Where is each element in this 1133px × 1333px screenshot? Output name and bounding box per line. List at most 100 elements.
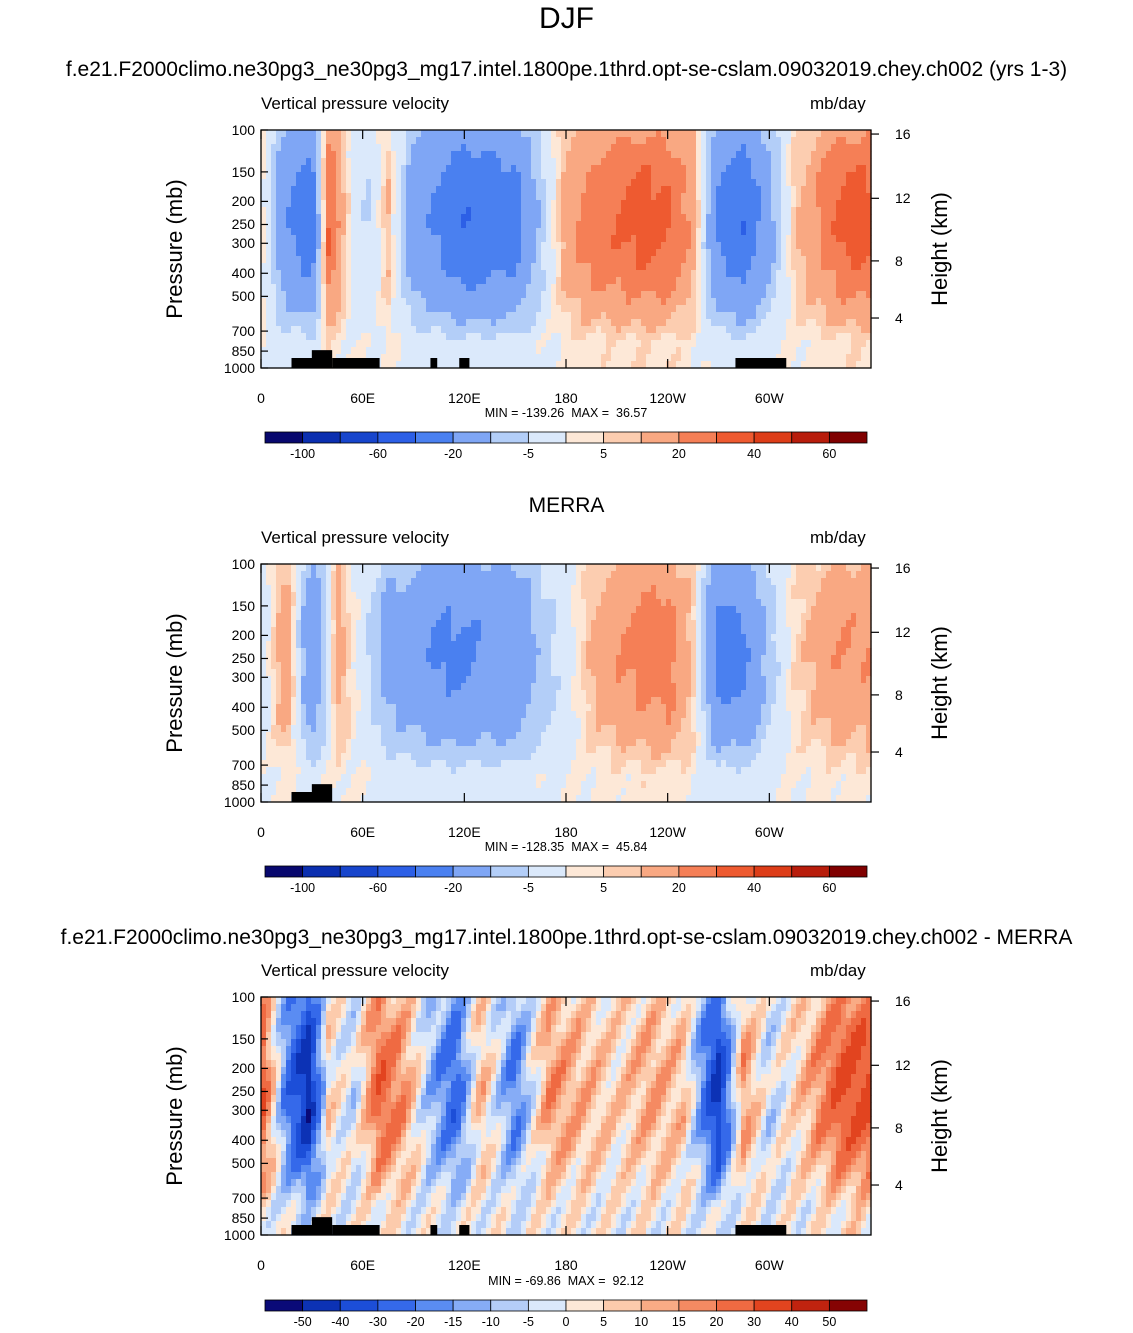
heatmap-cell — [751, 151, 757, 159]
heatmap-cell — [381, 158, 387, 166]
heatmap-cell — [851, 193, 857, 201]
heatmap-cell — [636, 312, 642, 320]
heatmap-cell — [271, 333, 277, 341]
heatmap-cell — [826, 277, 832, 285]
heatmap-cell — [351, 263, 357, 271]
heatmap-cell — [431, 585, 437, 593]
heatmap-cell — [771, 592, 777, 600]
heatmap-cell — [501, 256, 507, 264]
heatmap-cell — [606, 312, 612, 320]
heatmap-cell — [411, 319, 417, 327]
heatmap-cell — [576, 319, 582, 327]
heatmap-cell — [571, 319, 577, 327]
heatmap-cell — [446, 235, 452, 243]
heatmap-cell — [411, 144, 417, 152]
heatmap-cell — [526, 326, 532, 334]
heatmap-cell — [766, 144, 772, 152]
heatmap-cell — [756, 242, 762, 250]
heatmap-cell — [831, 270, 837, 278]
heatmap-cell — [496, 165, 502, 173]
heatmap-cell — [746, 242, 752, 250]
heatmap-cell — [471, 571, 477, 579]
heatmap-cell — [526, 193, 532, 201]
heatmap-cell — [546, 333, 552, 341]
heatmap-cell — [771, 564, 777, 572]
heatmap-cell — [691, 571, 697, 579]
heatmap-cell — [506, 340, 512, 348]
heatmap-cell — [546, 207, 552, 215]
heatmap-cell — [611, 144, 617, 152]
heatmap-cell — [606, 347, 612, 355]
heatmap-cell — [601, 137, 607, 145]
heatmap-cell — [661, 137, 667, 145]
heatmap-cell — [731, 158, 737, 166]
heatmap-cell — [741, 270, 747, 278]
heatmap-cell — [696, 312, 702, 320]
colorbar-swatch — [302, 431, 341, 444]
heatmap-cell — [521, 214, 527, 222]
heatmap-cell — [596, 270, 602, 278]
heatmap-cell — [306, 207, 312, 215]
heatmap-cell — [356, 242, 362, 250]
heatmap-cell — [611, 235, 617, 243]
heatmap-cell — [366, 319, 372, 327]
heatmap-cell — [476, 144, 482, 152]
heatmap-cell — [596, 284, 602, 292]
heatmap-cell — [621, 228, 627, 236]
heatmap-cell — [501, 585, 507, 593]
heatmap-cell — [686, 298, 692, 306]
heatmap-cell — [626, 592, 632, 600]
heatmap-cell — [636, 263, 642, 271]
heatmap-cell — [771, 333, 777, 341]
heatmap-cell — [351, 571, 357, 579]
heatmap-cell — [326, 172, 332, 180]
heatmap-cell — [321, 130, 327, 138]
heatmap-cell — [791, 137, 797, 145]
heatmap-cell — [301, 585, 307, 593]
heatmap-cell — [581, 599, 587, 607]
heatmap-cell — [536, 207, 542, 215]
heatmap-cell — [261, 319, 267, 327]
heatmap-cell — [371, 242, 377, 250]
heatmap-cell — [656, 200, 662, 208]
heatmap-cell — [531, 242, 537, 250]
heatmap-cell — [351, 326, 357, 334]
heatmap-cell — [286, 263, 292, 271]
heatmap-cell — [591, 137, 597, 145]
heatmap-cell — [786, 165, 792, 173]
heatmap-cell — [411, 270, 417, 278]
heatmap-cell — [316, 249, 322, 257]
heatmap-cell — [271, 326, 277, 334]
heatmap-cell — [736, 354, 742, 362]
heatmap-cell — [296, 221, 302, 229]
heatmap-cell — [781, 165, 787, 173]
heatmap-cell — [646, 228, 652, 236]
heatmap-cell — [796, 193, 802, 201]
heatmap-cell — [541, 270, 547, 278]
heatmap-cell — [571, 284, 577, 292]
heatmap-cell — [511, 193, 517, 201]
heatmap-cell — [496, 277, 502, 285]
heatmap-cell — [581, 158, 587, 166]
heatmap-cell — [321, 221, 327, 229]
heatmap-cell — [856, 585, 862, 593]
heatmap-cell — [811, 151, 817, 159]
heatmap-cell — [496, 137, 502, 145]
heatmap-cell — [796, 221, 802, 229]
heatmap-cell — [666, 207, 672, 215]
heatmap-cell — [821, 165, 827, 173]
heatmap-cell — [831, 256, 837, 264]
heatmap-cell — [261, 606, 267, 614]
heatmap-cell — [731, 340, 737, 348]
heatmap-cell — [846, 221, 852, 229]
topography-mask — [735, 358, 787, 368]
heatmap-cell — [856, 284, 862, 292]
heatmap-cell — [731, 592, 737, 600]
heatmap-cell — [396, 130, 402, 138]
heatmap-cell — [281, 571, 287, 579]
heatmap-cell — [306, 305, 312, 313]
heatmap-cell — [326, 158, 332, 166]
heatmap-cell — [516, 284, 522, 292]
heatmap-cell — [831, 340, 837, 348]
heatmap-cell — [471, 221, 477, 229]
